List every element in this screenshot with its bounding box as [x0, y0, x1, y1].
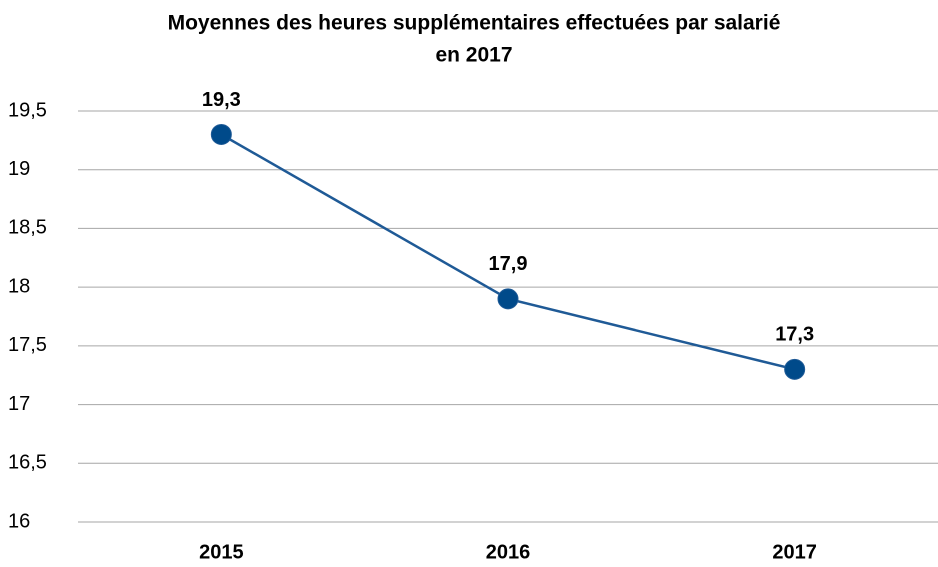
y-tick-label: 18,5 — [8, 217, 47, 239]
y-tick-label: 16 — [8, 510, 30, 532]
chart-title: en 2017 — [435, 44, 512, 67]
x-tick-label: 2016 — [486, 541, 531, 563]
marker — [497, 288, 519, 310]
data-label: 17,9 — [489, 253, 528, 275]
data-label: 19,3 — [202, 89, 241, 111]
chart-title: Moyennes des heures supplémentaires effe… — [168, 12, 781, 35]
y-tick-label: 17 — [8, 393, 30, 415]
y-tick-label: 19,5 — [8, 99, 47, 121]
x-tick-label: 2015 — [199, 541, 244, 563]
marker — [210, 123, 232, 145]
y-tick-label: 17,5 — [8, 334, 47, 356]
y-tick-label: 16,5 — [8, 452, 47, 474]
x-tick-label: 2017 — [772, 541, 817, 563]
data-label: 17,3 — [775, 324, 814, 346]
marker — [784, 358, 806, 380]
y-tick-label: 19 — [8, 158, 30, 180]
y-tick-label: 18 — [8, 275, 30, 297]
